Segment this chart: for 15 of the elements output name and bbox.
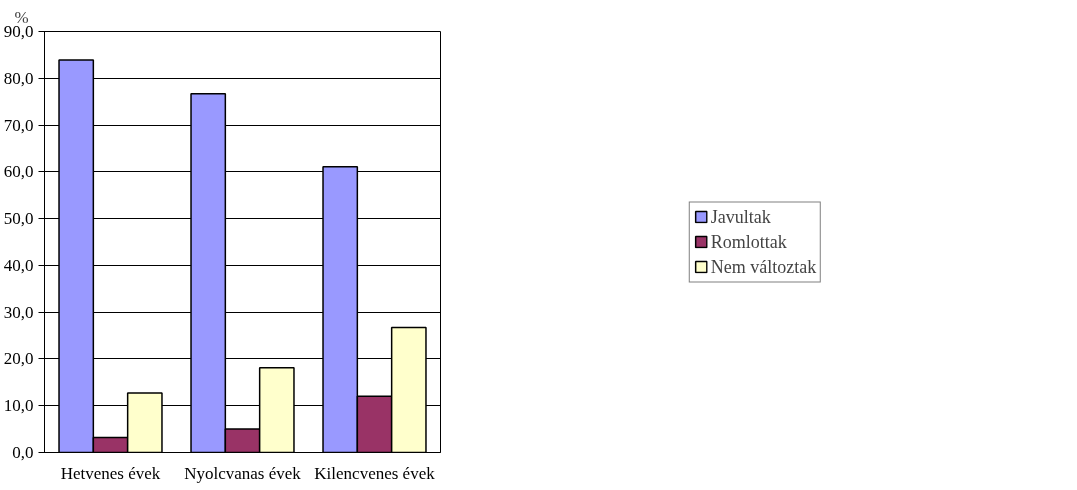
- y-tick-label: 80,0: [3, 68, 34, 88]
- x-tick-label: Kilencvenes évek: [314, 463, 436, 483]
- legend-label: Romlottak: [710, 231, 787, 252]
- x-tick-label: Hetvenes évek: [60, 463, 161, 483]
- y-tick-label: 0,0: [12, 443, 34, 462]
- legend-label: Nem változtak: [710, 256, 817, 277]
- y-tick-label: 40,0: [3, 255, 34, 275]
- y-tick-label: 60,0: [3, 162, 34, 182]
- y-tick-label: 20,0: [3, 349, 34, 369]
- y-tick-label: 10,0: [3, 396, 34, 416]
- y-tick-label: 30,0: [3, 302, 34, 322]
- y-tick-label: 50,0: [3, 209, 34, 229]
- y-tick-label: 70,0: [3, 115, 34, 135]
- legend-label: Javultak: [710, 206, 771, 227]
- x-tick-label: Nyolcvanas évek: [184, 463, 302, 483]
